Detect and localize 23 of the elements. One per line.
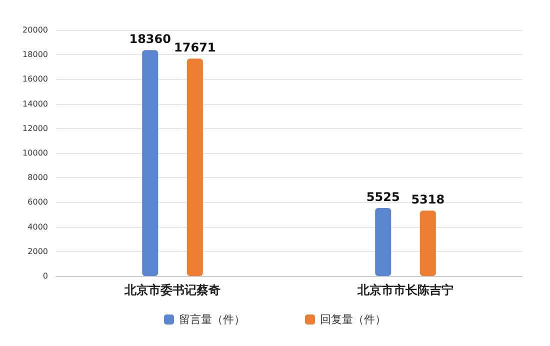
y-tick-label: 16000: [22, 74, 48, 84]
y-tick-label: 6000: [28, 198, 48, 207]
data-label: 18360: [129, 32, 171, 46]
bar: [420, 210, 436, 276]
y-tick-label: 2000: [28, 246, 48, 256]
y-tick-label: 18000: [22, 50, 48, 60]
bar: [186, 58, 203, 276]
data-label: 5525: [366, 190, 400, 204]
y-tick-label: 0: [42, 272, 48, 280]
y-tick-label: 10000: [22, 148, 48, 158]
y-tick-label: 8000: [28, 173, 48, 182]
y-tick-label: 4000: [28, 222, 48, 232]
y-tick-label: 14000: [22, 99, 48, 108]
data-label: 17671: [174, 40, 216, 55]
x-tick-label: 北京市市长陈吉宁: [356, 283, 454, 297]
data-label: 5318: [411, 192, 445, 207]
legend-label: 留言量（件）: [179, 313, 245, 326]
legend-label: 回复量（件）: [320, 313, 386, 326]
y-tick-label: 12000: [22, 124, 48, 133]
x-tick-label: 北京市委书记蔡奇: [124, 283, 220, 297]
y-tick-label: 20000: [22, 26, 48, 34]
bar: [142, 50, 158, 276]
bar: [375, 208, 392, 276]
